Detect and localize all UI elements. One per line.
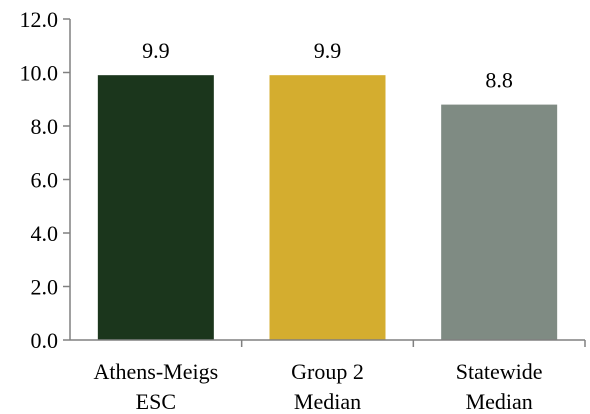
x-category-label-line: Median	[466, 389, 533, 414]
data-label: 9.9	[142, 38, 170, 63]
x-category-label: Athens-Meigs ESC	[94, 359, 219, 414]
data-labels: 9.9 9.9 8.8	[142, 38, 513, 92]
bar	[97, 75, 214, 341]
y-tick-label: 2.0	[31, 275, 59, 300]
bar	[441, 104, 558, 340]
y-axis-ticks: 0.0 2.0 4.0 6.0 8.0 10.0 12.0	[20, 7, 70, 353]
y-tick-label: 0.0	[31, 328, 59, 353]
x-category-label-line: ESC	[136, 389, 176, 414]
x-category-label-line: Group 2	[291, 359, 364, 384]
data-label: 9.9	[314, 38, 342, 63]
y-tick-label: 8.0	[31, 114, 59, 139]
bar	[269, 75, 386, 341]
y-tick-label: 4.0	[31, 221, 59, 246]
y-tick-label: 6.0	[31, 168, 59, 193]
x-category-label: Group 2 Median	[291, 359, 364, 414]
x-axis-labels: Athens-Meigs ESC Group 2 Median Statewide Med…	[94, 359, 543, 414]
data-label: 8.8	[485, 68, 513, 93]
y-tick-label: 10.0	[20, 61, 59, 86]
x-category-label-line: Median	[294, 389, 361, 414]
y-tick-label: 12.0	[20, 7, 59, 32]
bars	[97, 75, 586, 347]
x-category-label-line: Statewide	[456, 359, 543, 384]
x-category-label-line: Athens-Meigs	[94, 359, 219, 384]
x-category-label: Statewide Median	[456, 359, 543, 414]
